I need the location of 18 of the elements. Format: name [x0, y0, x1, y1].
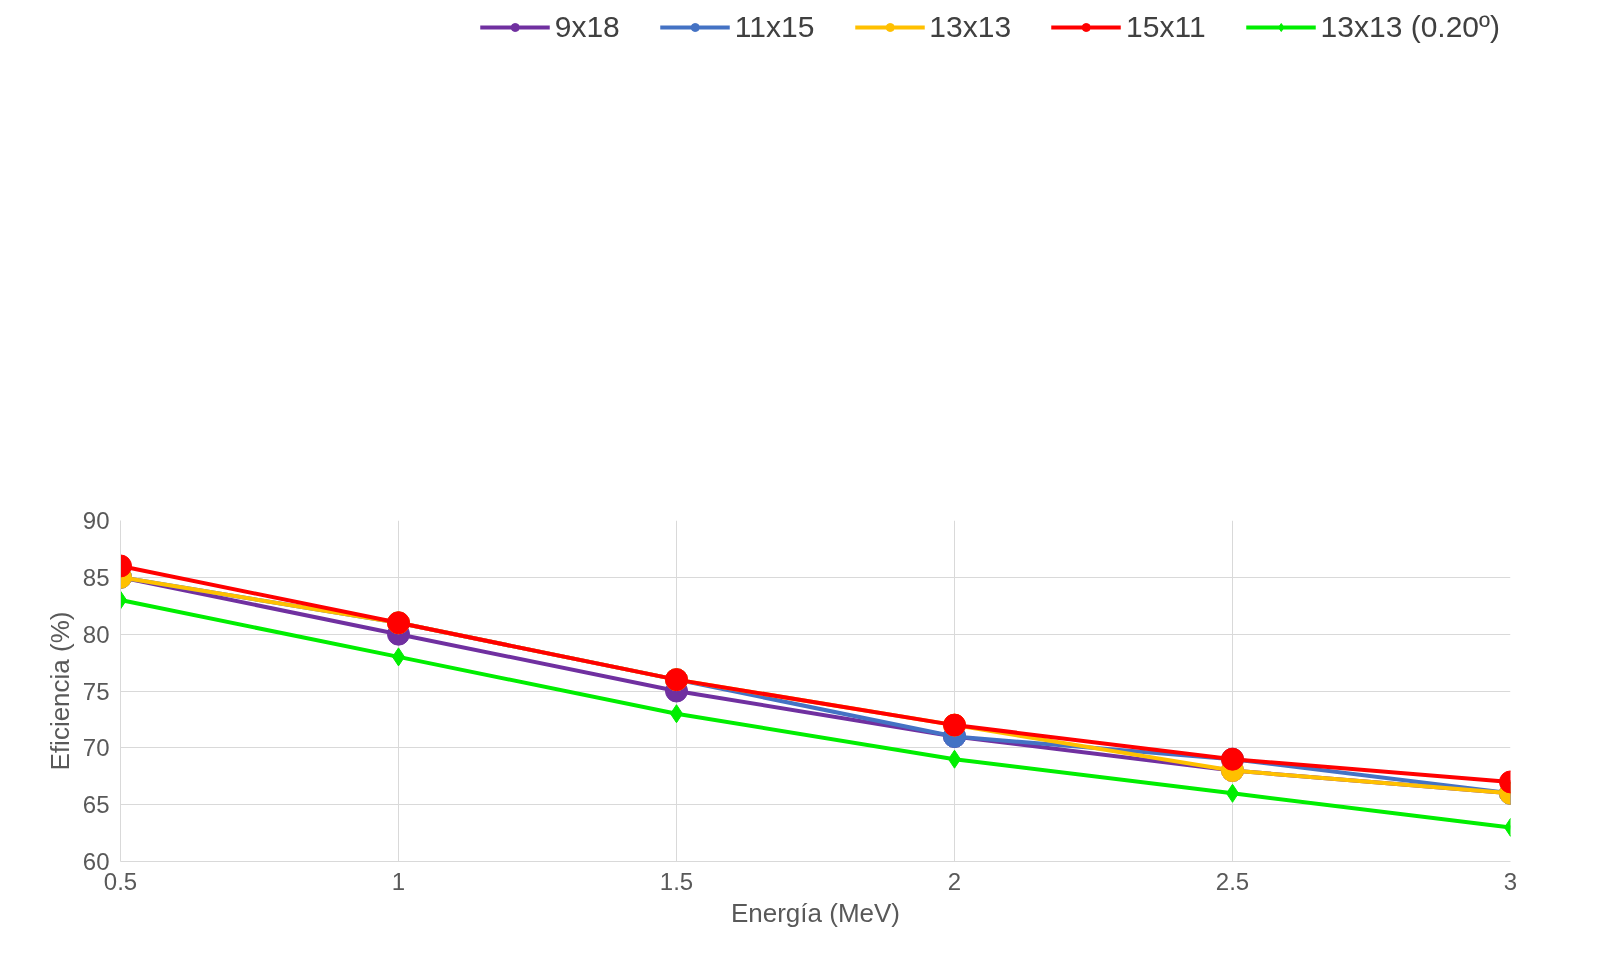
- x-tick-label: 1.5: [659, 867, 694, 895]
- legend-label: 11x15: [734, 10, 815, 44]
- y-tick-label: 75: [82, 677, 110, 705]
- x-tick-label: 3: [1503, 867, 1518, 895]
- legend-label: 15x11: [1126, 10, 1206, 44]
- x-tick-label: 2.5: [1215, 867, 1250, 895]
- y-tick-label: 65: [82, 791, 110, 819]
- x-tick-label: 1: [391, 867, 406, 895]
- y-tick-label: 85: [82, 563, 110, 591]
- y-axis-title: Eficiencia (%): [44, 611, 75, 771]
- x-axis-title: Energía (MeV): [730, 897, 901, 928]
- legend-label: 9x18: [554, 10, 620, 44]
- y-tick-label: 90: [82, 507, 110, 534]
- legend-label: 13x13: [929, 10, 1012, 44]
- x-tick-label: 2: [947, 867, 962, 895]
- legend-label: 13x13 (0.20º): [1320, 10, 1500, 44]
- y-tick-label: 70: [82, 734, 110, 762]
- y-tick-label: 80: [82, 620, 110, 648]
